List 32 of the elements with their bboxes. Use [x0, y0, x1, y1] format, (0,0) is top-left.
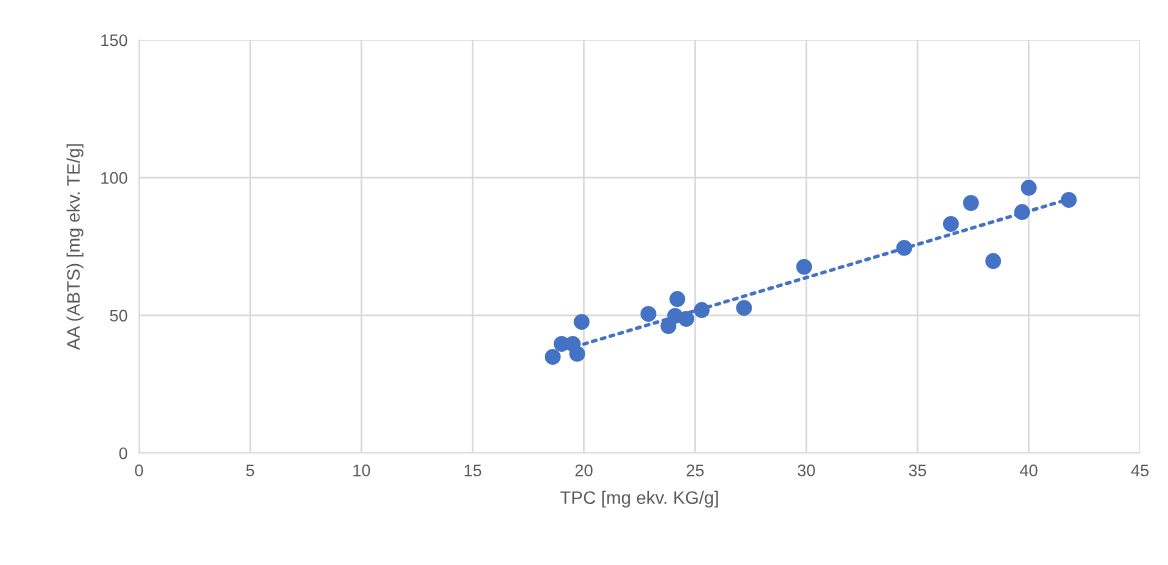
- y-tick-label: 150: [101, 34, 128, 47]
- x-tick-label: 5: [246, 464, 255, 477]
- x-tick-label: 0: [135, 464, 143, 477]
- y-tick-label: 0: [119, 447, 128, 460]
- point: [544, 348, 561, 365]
- x-tick-label: 10: [353, 464, 371, 477]
- x-tick-label: 40: [1019, 464, 1038, 477]
- x-tick-label: 35: [908, 464, 927, 477]
- y-tick-label: 100: [101, 172, 128, 184]
- point: [1014, 204, 1031, 221]
- point: [896, 239, 913, 256]
- point: [678, 310, 695, 327]
- x-tick-label: 45: [1131, 464, 1149, 477]
- y-axis-title: AA (ABTS) [mg ekv. TE/g]: [66, 144, 84, 350]
- x-tick-label: 15: [464, 464, 482, 477]
- x-tick-label: 25: [686, 464, 704, 477]
- point: [669, 291, 686, 308]
- y-tick-label: 50: [110, 309, 128, 322]
- point: [640, 305, 657, 322]
- point: [693, 302, 710, 319]
- point: [942, 215, 959, 232]
- x-tick-label: 20: [575, 464, 593, 477]
- point: [736, 299, 753, 316]
- point: [573, 313, 590, 330]
- point: [1020, 179, 1037, 196]
- point: [962, 195, 979, 211]
- point: [569, 345, 586, 362]
- x-axis-title: TPC [mg ekv. KG/g]: [560, 490, 718, 508]
- point: [1060, 191, 1077, 208]
- point: [985, 253, 1002, 270]
- x-tick-label: 30: [797, 464, 815, 477]
- point: [796, 258, 813, 275]
